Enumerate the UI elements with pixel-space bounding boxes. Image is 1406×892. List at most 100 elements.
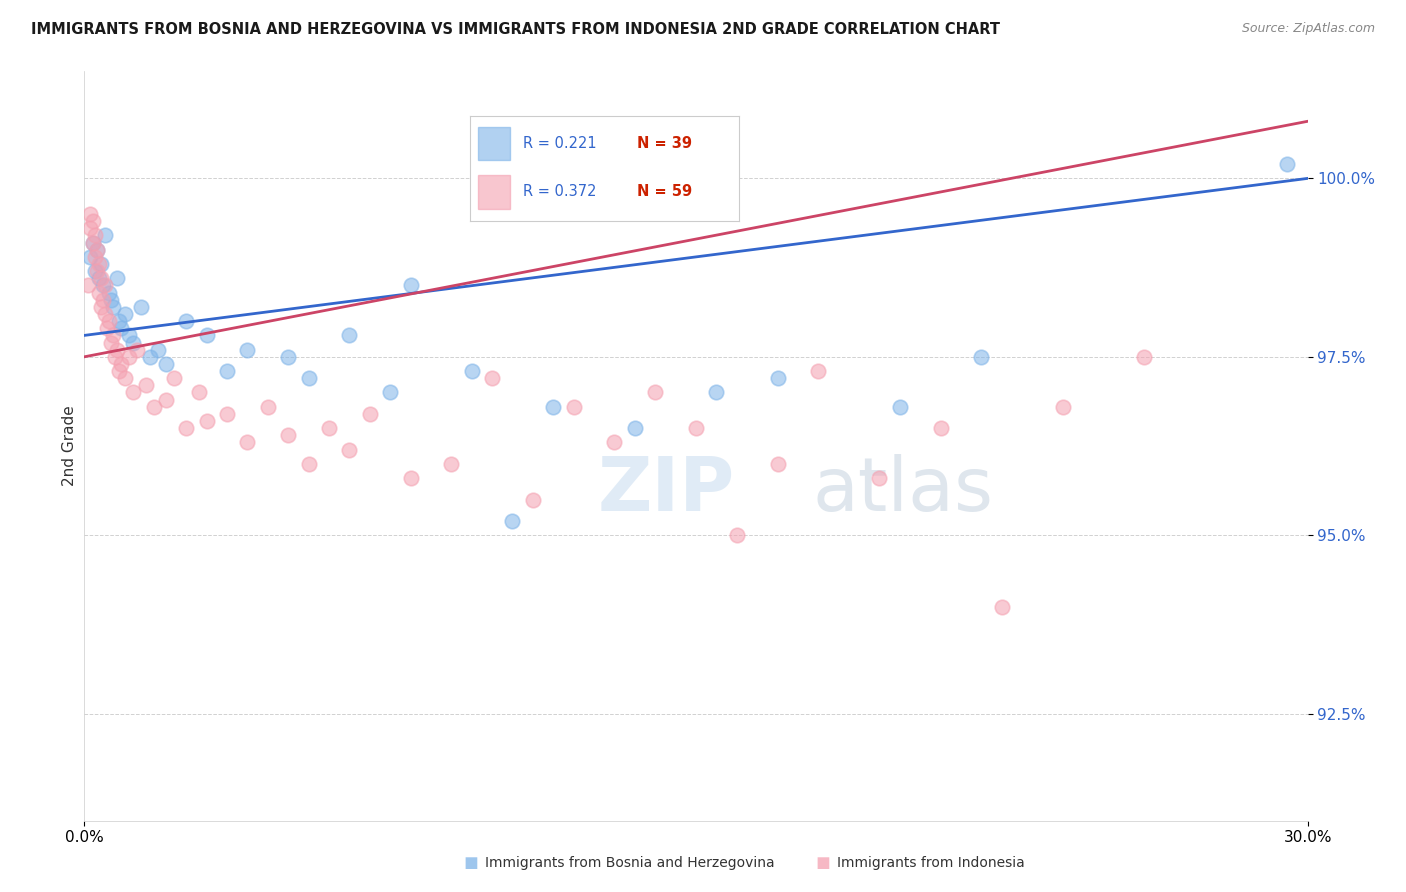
Point: [706, 385, 728, 400]
Point: [869, 471, 891, 485]
Text: Source: ZipAtlas.com: Source: ZipAtlas.com: [1241, 22, 1375, 36]
Point: [108, 314, 131, 328]
Point: [624, 421, 647, 435]
Point: [187, 385, 209, 400]
Point: [217, 407, 239, 421]
Point: [97, 314, 120, 328]
Point: [889, 400, 911, 414]
Text: Immigrants from Bosnia and Herzegovina: Immigrants from Bosnia and Herzegovina: [485, 856, 775, 871]
Point: [766, 371, 789, 385]
Point: [86, 264, 108, 278]
Point: [1052, 400, 1074, 414]
Point: [603, 435, 626, 450]
Point: [142, 400, 165, 414]
Point: [90, 300, 112, 314]
Point: [277, 428, 299, 442]
Text: Immigrants from Indonesia: Immigrants from Indonesia: [837, 856, 1025, 871]
Point: [82, 235, 104, 250]
Point: [1133, 350, 1156, 364]
Point: [97, 285, 120, 300]
Point: [122, 385, 145, 400]
Point: [236, 343, 259, 357]
Point: [359, 407, 381, 421]
Point: [122, 335, 145, 350]
Point: [110, 357, 132, 371]
Point: [155, 392, 177, 407]
Point: [118, 350, 141, 364]
Point: [440, 457, 463, 471]
Y-axis label: 2nd Grade: 2nd Grade: [62, 406, 77, 486]
Point: [91, 278, 114, 293]
Point: [104, 350, 127, 364]
Point: [146, 343, 169, 357]
Point: [79, 250, 101, 264]
Point: [163, 371, 186, 385]
Point: [339, 442, 361, 457]
Point: [174, 421, 197, 435]
Point: [118, 328, 141, 343]
Point: [90, 271, 112, 285]
Point: [399, 278, 422, 293]
Point: [96, 321, 118, 335]
Point: [101, 328, 124, 343]
Point: [93, 307, 115, 321]
Point: [114, 307, 136, 321]
Point: [502, 514, 524, 528]
Point: [87, 257, 110, 271]
Point: [83, 228, 105, 243]
Text: ◼: ◼: [815, 855, 830, 872]
Point: [562, 400, 585, 414]
Point: [807, 364, 830, 378]
Point: [93, 228, 115, 243]
Point: [970, 350, 993, 364]
Text: IMMIGRANTS FROM BOSNIA AND HERZEGOVINA VS IMMIGRANTS FROM INDONESIA 2ND GRADE CO: IMMIGRANTS FROM BOSNIA AND HERZEGOVINA V…: [31, 22, 1000, 37]
Point: [1277, 157, 1299, 171]
Point: [155, 357, 177, 371]
Point: [131, 300, 153, 314]
Point: [725, 528, 748, 542]
Text: ◼: ◼: [464, 855, 478, 872]
Point: [318, 421, 340, 435]
Point: [110, 321, 132, 335]
Point: [82, 214, 104, 228]
Point: [100, 335, 122, 350]
Point: [101, 300, 124, 314]
Text: atlas: atlas: [813, 454, 993, 527]
Point: [174, 314, 197, 328]
Point: [86, 243, 108, 257]
Point: [79, 221, 101, 235]
Point: [522, 492, 544, 507]
Point: [195, 328, 218, 343]
Point: [257, 400, 280, 414]
Point: [86, 243, 108, 257]
Point: [91, 293, 114, 307]
Point: [644, 385, 666, 400]
Point: [339, 328, 361, 343]
Point: [481, 371, 503, 385]
Point: [77, 278, 100, 293]
Point: [83, 264, 105, 278]
Point: [298, 371, 321, 385]
Point: [82, 235, 104, 250]
Point: [236, 435, 259, 450]
Point: [277, 350, 299, 364]
Point: [380, 385, 402, 400]
Point: [87, 271, 110, 285]
Point: [114, 371, 136, 385]
Point: [543, 400, 565, 414]
Point: [79, 207, 101, 221]
Point: [87, 285, 110, 300]
Point: [766, 457, 789, 471]
Text: ZIP: ZIP: [598, 454, 735, 527]
Point: [195, 414, 218, 428]
Point: [399, 471, 422, 485]
Point: [127, 343, 149, 357]
Point: [298, 457, 321, 471]
Point: [105, 271, 128, 285]
Point: [217, 364, 239, 378]
Point: [93, 278, 115, 293]
Point: [991, 599, 1014, 614]
Point: [135, 378, 157, 392]
Point: [461, 364, 484, 378]
Point: [100, 293, 122, 307]
